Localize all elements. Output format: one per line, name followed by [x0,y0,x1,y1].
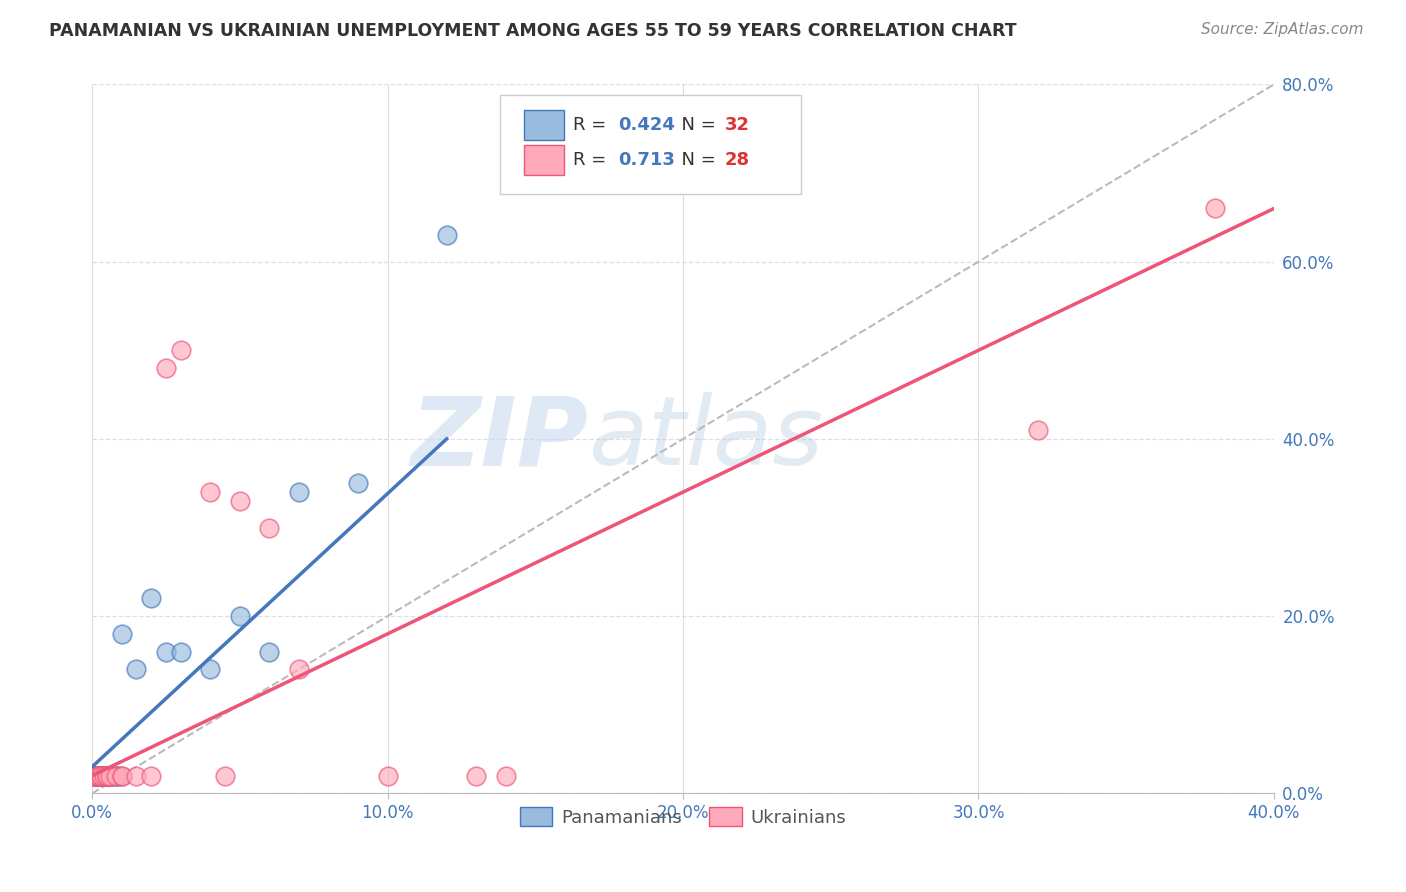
Point [98,769,121,783]
Text: R =: R = [574,152,617,169]
Point [98,769,121,783]
Point [84,769,107,783]
Point [141,591,163,606]
Point [170,644,193,658]
Point [84,769,107,783]
Legend: Panamanians, Ukrainians: Panamanians, Ukrainians [513,800,853,834]
Point [104,769,127,783]
Point [495,769,517,783]
Point [96,769,118,783]
Point [107,769,129,783]
Text: Source: ZipAtlas.com: Source: ZipAtlas.com [1201,22,1364,37]
Point [96,769,118,783]
Point [125,769,148,783]
Text: atlas: atlas [589,392,824,485]
Text: N =: N = [671,152,721,169]
Point [288,485,311,500]
Point [90,769,112,783]
Point [87,769,110,783]
Point [87,769,110,783]
Point [87,769,110,783]
Point [259,520,281,534]
Point [436,228,458,243]
FancyBboxPatch shape [523,110,564,140]
Point [200,485,222,500]
Point [84,769,107,783]
Point [90,769,112,783]
Point [259,644,281,658]
FancyBboxPatch shape [501,95,801,194]
Point [93,769,115,783]
Point [214,769,236,783]
Text: R =: R = [574,116,612,134]
Point [104,769,127,783]
FancyBboxPatch shape [523,145,564,175]
Point [87,769,110,783]
Point [87,769,110,783]
Point [229,609,252,624]
Point [155,361,177,376]
Point [155,644,177,658]
Point [141,769,163,783]
Point [1026,423,1049,437]
Point [93,769,115,783]
Point [111,769,134,783]
Point [90,769,112,783]
Point [96,769,118,783]
Point [377,769,399,783]
Text: 32: 32 [724,116,749,134]
Point [96,769,118,783]
Point [200,662,222,676]
Point [87,769,110,783]
Text: PANAMANIAN VS UKRAINIAN UNEMPLOYMENT AMONG AGES 55 TO 59 YEARS CORRELATION CHART: PANAMANIAN VS UKRAINIAN UNEMPLOYMENT AMO… [49,22,1017,40]
Point [84,769,107,783]
Point [101,769,124,783]
Point [347,476,370,491]
Point [111,627,134,641]
Point [229,494,252,508]
Point [111,769,134,783]
Point [84,769,107,783]
Point [84,769,107,783]
Point [98,769,121,783]
Point [465,769,488,783]
Point [93,769,115,783]
Text: 28: 28 [724,152,749,169]
Point [1204,202,1226,216]
Point [125,662,148,676]
Text: ZIP: ZIP [411,392,589,485]
Point [84,769,107,783]
Text: 0.713: 0.713 [619,152,675,169]
Point [288,662,311,676]
Point [170,343,193,358]
Text: 0.424: 0.424 [619,116,675,134]
Point [96,769,118,783]
Point [90,769,112,783]
Point [90,769,112,783]
Text: N =: N = [671,116,721,134]
